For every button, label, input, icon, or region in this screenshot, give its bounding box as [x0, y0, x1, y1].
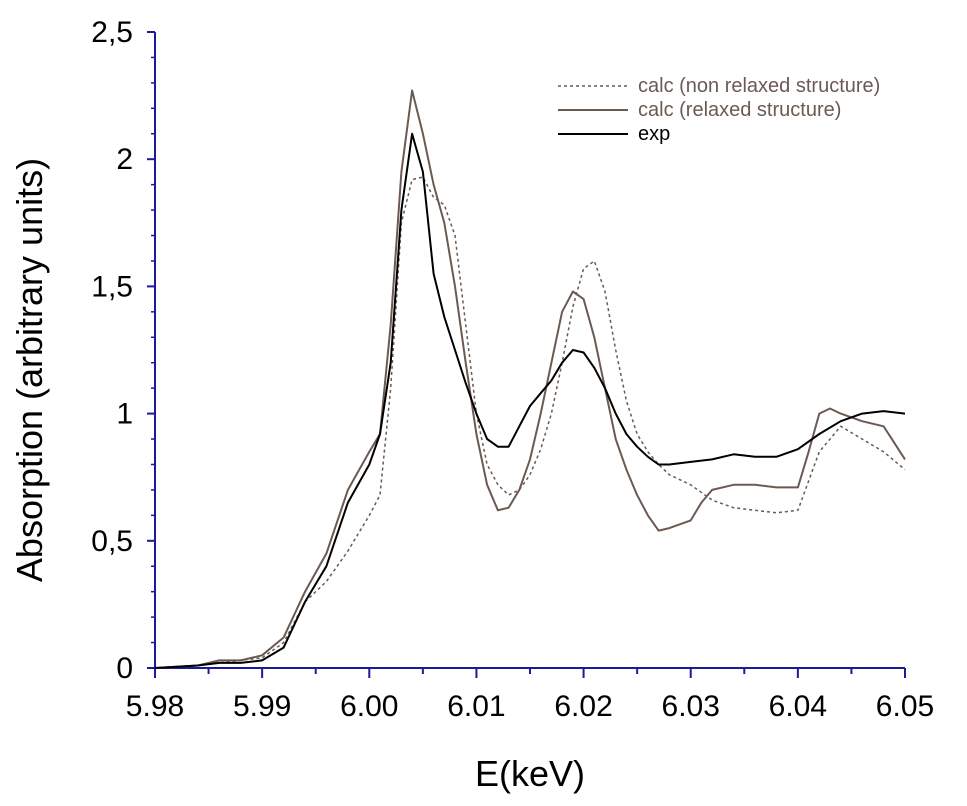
y-axis-title: Absorption (arbitrary units): [9, 158, 50, 582]
x-axis-title: E(keV): [475, 753, 585, 794]
series-layer: [154, 89, 906, 669]
x-tick-label: 6.01: [447, 690, 505, 723]
x-tick-label: 5.98: [126, 690, 184, 723]
x-tick-label: 6.03: [662, 690, 720, 723]
x-tick-label: 6.00: [340, 690, 398, 723]
legend-label: exp: [638, 123, 670, 145]
y-tick-label: 2,5: [91, 16, 133, 49]
series-line-3: [154, 132, 906, 669]
y-tick-label: 1,5: [91, 270, 133, 303]
x-tick-label: 6.02: [554, 690, 612, 723]
x-tick-label: 5.99: [233, 690, 291, 723]
series-line-2: [154, 89, 906, 669]
legend: calc (non relaxed structure)calc (relaxe…: [558, 75, 880, 145]
axes: [147, 31, 906, 678]
y-tick-label: 1: [116, 398, 133, 431]
legend-label: calc (relaxed structure): [638, 99, 841, 121]
y-tick-label: 2: [116, 143, 133, 176]
y-tick-label: 0,5: [91, 525, 133, 558]
x-tick-label: 6.04: [769, 690, 827, 723]
tick-labels: 5.98 5.99 6.00 6.01 6.02 6.03 6.04 6.05 0 0,5 1 1,5…: [91, 16, 934, 723]
series-line-1: [154, 176, 906, 669]
x-tick-label: 6.05: [876, 690, 934, 723]
legend-label: calc (non relaxed structure): [638, 75, 880, 97]
y-tick-label: 0: [116, 652, 133, 685]
